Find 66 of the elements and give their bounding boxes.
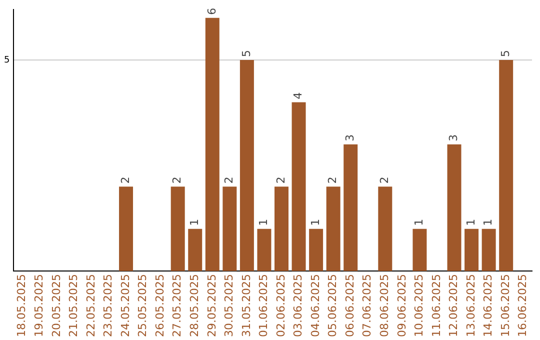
data-label: 1 [188, 218, 201, 226]
data-label: 3 [343, 134, 356, 142]
bar [309, 228, 324, 272]
data-label: 2 [274, 176, 288, 184]
data-label: 2 [170, 176, 184, 184]
x-tick-label: 21.05.2025 [67, 274, 80, 338]
x-tick-label: 19.05.2025 [32, 274, 46, 338]
x-tick-label: 09.06.2025 [395, 274, 408, 338]
x-tick-label: 06.06.2025 [343, 274, 356, 338]
data-label: 2 [222, 176, 236, 184]
x-tick-label: 26.05.2025 [153, 274, 166, 338]
bar [119, 186, 134, 272]
data-label: 5 [498, 50, 512, 58]
bar [499, 60, 514, 272]
x-tick-label: 02.06.2025 [274, 274, 288, 338]
data-label: 1 [464, 218, 478, 226]
bar [205, 18, 220, 272]
x-tick-label: 29.05.2025 [205, 274, 218, 338]
x-tick-label: 11.06.2025 [430, 274, 443, 338]
bar [292, 102, 306, 272]
data-label: 1 [257, 218, 270, 226]
x-tick-label: 07.06.2025 [360, 274, 374, 338]
x-tick-label: 08.06.2025 [378, 274, 392, 338]
bar [274, 186, 288, 272]
bar [482, 228, 496, 272]
bar [222, 186, 237, 272]
x-tick-label: 24.05.2025 [118, 274, 132, 338]
x-tick-label: 27.05.2025 [170, 274, 184, 338]
x-tick-label: 31.05.2025 [240, 274, 253, 338]
data-label: 5 [240, 50, 253, 58]
bar [240, 60, 254, 272]
x-tick-label: 23.05.2025 [102, 274, 115, 338]
data-label: 4 [292, 92, 305, 100]
x-tick-label: 28.05.2025 [188, 274, 201, 338]
bar [447, 144, 462, 272]
data-label: 1 [308, 218, 322, 226]
data-label: 2 [326, 176, 340, 184]
x-tick-label: 01.06.2025 [257, 274, 270, 338]
x-tick-label: 18.05.2025 [15, 274, 28, 338]
x-tick-label: 16.06.2025 [516, 274, 530, 338]
x-tick-label: 20.05.2025 [50, 274, 63, 338]
bar [344, 144, 358, 272]
bar [326, 186, 340, 272]
data-label: 1 [412, 218, 426, 226]
bar [412, 228, 427, 272]
data-label: 2 [378, 176, 392, 184]
x-tick-label: 25.05.2025 [136, 274, 150, 338]
x-tick-label: 14.06.2025 [482, 274, 495, 338]
x-tick-label: 05.06.2025 [326, 274, 340, 338]
data-label: 1 [482, 218, 495, 226]
bar [464, 228, 479, 272]
bar [170, 186, 185, 272]
bar [378, 186, 392, 272]
x-tick-label: 15.06.2025 [498, 274, 512, 338]
x-tick-label: 30.05.2025 [222, 274, 236, 338]
x-tick-label: 03.06.2025 [292, 274, 305, 338]
x-tick-label: 22.05.2025 [84, 274, 98, 338]
data-label: 6 [205, 8, 218, 15]
data-label: 2 [118, 176, 132, 184]
data-label: 3 [447, 134, 460, 142]
x-tick-label: 10.06.2025 [412, 274, 426, 338]
bar [188, 228, 202, 272]
bar [257, 228, 272, 272]
x-tick-label: 12.06.2025 [447, 274, 460, 338]
x-tick-label: 04.06.2025 [308, 274, 322, 338]
x-tick-label: 13.06.2025 [464, 274, 478, 338]
